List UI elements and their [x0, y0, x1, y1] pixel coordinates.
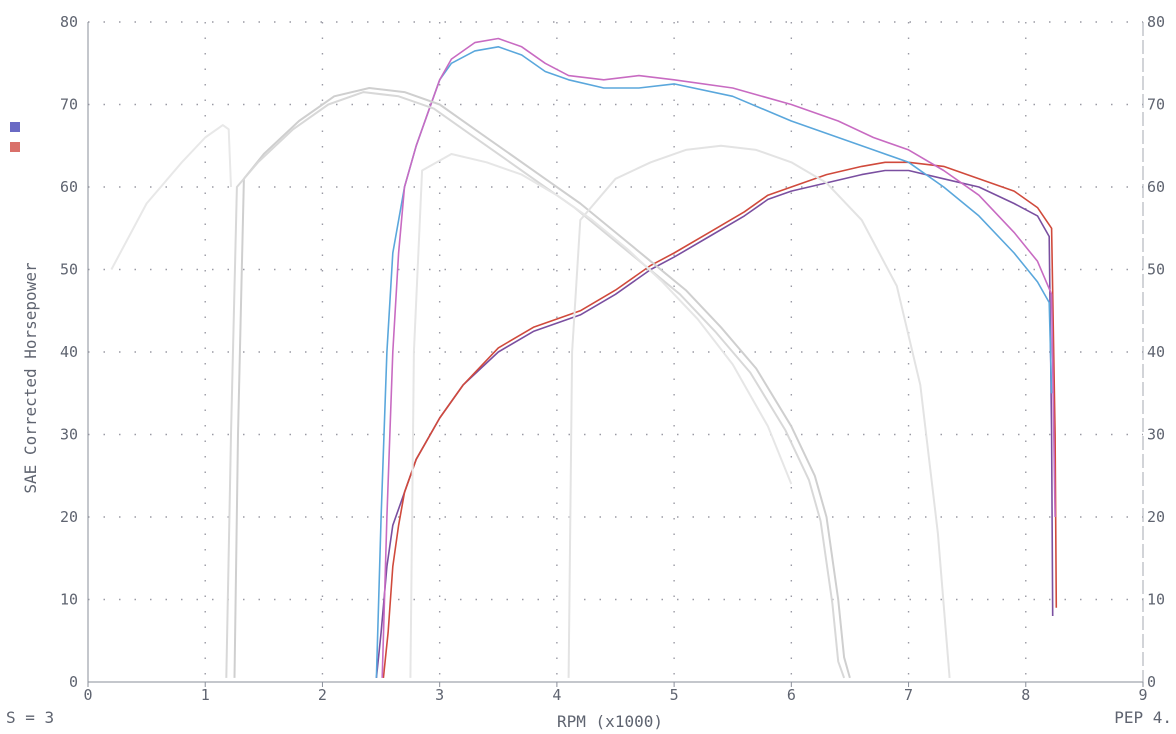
y-tick-label-right: 50	[1147, 261, 1165, 279]
y-tick-label-right: 30	[1147, 426, 1165, 444]
y-tick-label-right: 40	[1147, 343, 1165, 361]
series-line-4	[381, 37, 1056, 678]
x-tick-label: 5	[670, 686, 679, 704]
y-tick-label-right: 20	[1147, 508, 1165, 526]
y-tick-label-right: 80	[1147, 13, 1165, 31]
axes	[87, 22, 1144, 683]
y-tick-label-right: 0	[1147, 673, 1156, 691]
grid	[88, 21, 1143, 682]
x-tick-label: 3	[435, 686, 444, 704]
series-line-5	[233, 87, 851, 679]
x-tick-label: 7	[904, 686, 913, 704]
smoothing-label: S = 3	[6, 708, 55, 727]
y-tick-label: 80	[60, 13, 78, 31]
y-tick-label: 50	[60, 261, 78, 279]
x-tick-label: 4	[552, 686, 561, 704]
y-tick-label: 10	[60, 591, 78, 609]
x-tick-label: 2	[318, 686, 327, 704]
y-tick-label: 20	[60, 508, 78, 526]
x-axis-label: RPM (x1000)	[557, 712, 663, 731]
series-line-7	[567, 144, 951, 678]
x-tick-label: 9	[1138, 686, 1147, 704]
y-axis-label: SAE Corrected Horsepower	[21, 262, 40, 494]
y-tick-label-right: 70	[1147, 96, 1165, 114]
y-tick-label-right: 60	[1147, 178, 1165, 196]
software-version: PEP 4.	[1114, 708, 1172, 727]
y-tick-label: 40	[60, 343, 78, 361]
y-tick-label: 30	[60, 426, 78, 444]
x-tick-label: 1	[201, 686, 210, 704]
x-axis-ticks: 0 1 2 3 4 5 6 7 8 9	[83, 682, 1148, 704]
legend-swatch	[10, 122, 20, 132]
y-tick-label: 70	[60, 96, 78, 114]
series-lines	[110, 37, 1058, 679]
y-axis-ticks-right: 0 10 20 30 40 50 60 70 80	[1147, 13, 1165, 691]
series-line-2	[382, 161, 1058, 678]
y-axis-ticks: 0 10 20 30 40 50 60 70 80	[60, 13, 78, 691]
x-tick-label: 6	[787, 686, 796, 704]
legend-swatch	[10, 142, 20, 152]
series-line-8	[409, 153, 793, 678]
series-line-6	[225, 91, 846, 679]
series-line-3	[375, 45, 1053, 678]
y-tick-label: 0	[69, 673, 78, 691]
series-line-9	[110, 124, 232, 270]
series-line-1	[375, 169, 1054, 678]
x-tick-label: 8	[1021, 686, 1030, 704]
y-tick-label-right: 10	[1147, 591, 1165, 609]
y-tick-label: 60	[60, 178, 78, 196]
legend	[10, 122, 20, 152]
x-tick-label: 0	[83, 686, 92, 704]
